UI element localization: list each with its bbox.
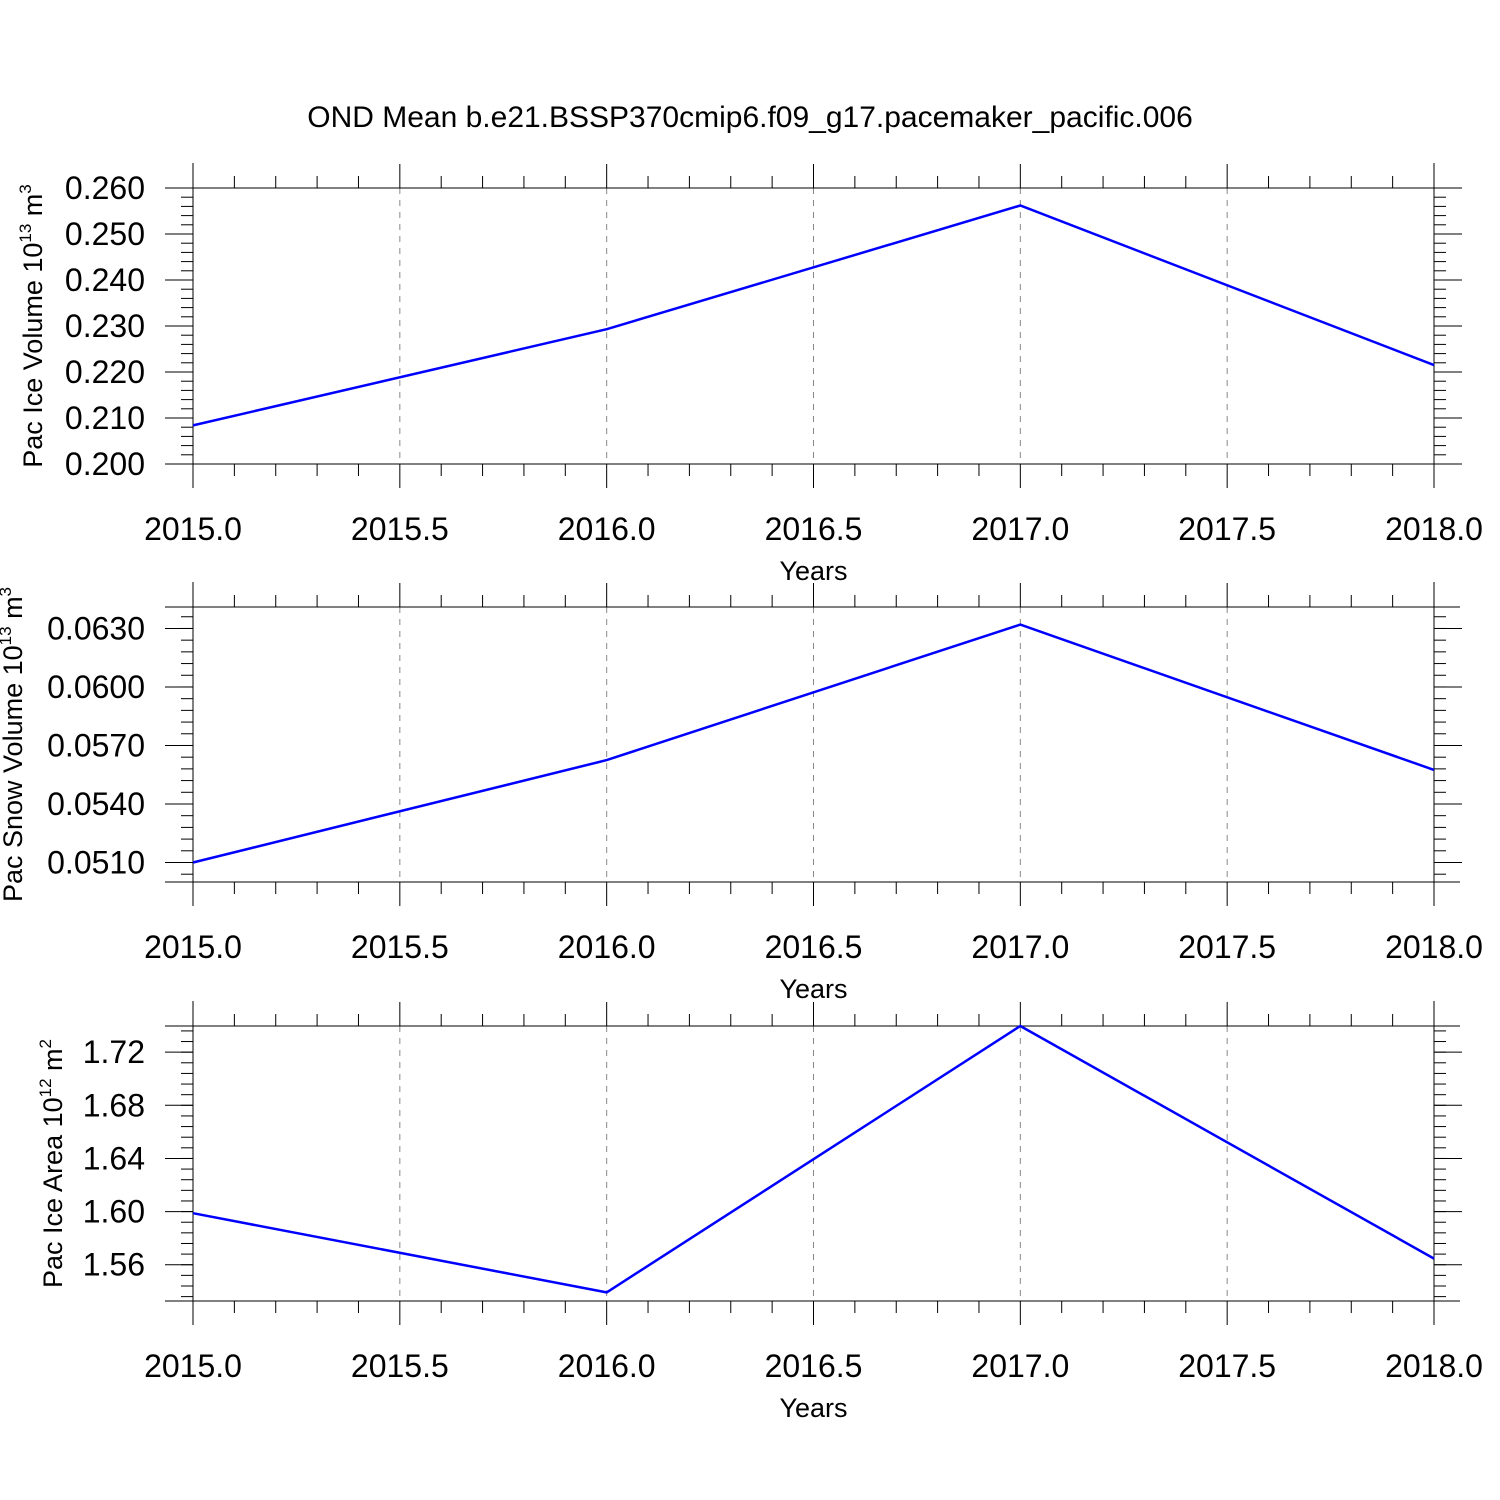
x-tick-label: 2015.5 [351,1348,449,1384]
x-tick-label: 2016.0 [558,929,656,965]
y-tick-label: 0.0570 [47,727,145,763]
y-axis-label-superscript: 13 [0,626,15,645]
y-tick-label: 1.60 [83,1194,145,1230]
y-axis-label-text: Pac Ice Volume 10 [18,243,48,468]
x-tick-label: 2016.5 [765,929,863,965]
y-tick-label: 0.260 [65,170,145,206]
y-tick-label: 0.200 [65,446,145,482]
x-axis-label: Years [779,556,847,586]
y-tick-label: 0.230 [65,308,145,344]
y-tick-label: 0.250 [65,216,145,252]
y-tick-label: 0.0540 [47,786,145,822]
chart-panel-1: 0.200 0.210 0.220 0.230 0.240 0.250 0.260 2015.… [16,163,1483,586]
x-tick-label: 2016.5 [765,1348,863,1384]
x-axis-label: Years [779,1393,847,1423]
x-tick-label: 2017.5 [1178,929,1276,965]
x-tick-label: 2017.0 [971,929,1069,965]
y-tick-label: 0.0510 [47,844,145,880]
x-tick-label: 2015.0 [144,511,242,547]
y-tick-label: 0.240 [65,262,145,298]
y-axis-label-superscript: 3 [0,587,15,596]
y-axis-label-text: Pac Ice Area 10 [38,1097,68,1288]
x-tick-label: 2016.0 [558,511,656,547]
y-axis-label: Pac Ice Volume 1013 m3 [16,184,48,468]
x-tick-label: 2017.0 [971,1348,1069,1384]
series-line [192,623,1435,864]
y-axis-label-superscript: 3 [16,184,35,193]
x-tick-label: 2017.0 [971,511,1069,547]
y-tick-label: 0.220 [65,354,145,390]
y-axis-label: Pac Snow Volume 1013 m3 [0,587,28,902]
y-axis-label-superscript: 2 [36,1039,55,1048]
x-tick-label: 2017.5 [1178,1348,1276,1384]
y-axis-label: Pac Ice Area 1012 m2 [36,1039,68,1288]
chart-panel-3: 1.56 1.60 1.64 1.68 1.72 2015.0 2015.5 2016.0 20… [36,1001,1483,1423]
x-tick-label: 2015.5 [351,511,449,547]
series-line [192,204,1435,427]
x-tick-label: 2016.0 [558,1348,656,1384]
y-tick-label: 0.0630 [47,610,145,646]
x-tick-label: 2015.5 [351,929,449,965]
x-tick-label: 2015.0 [144,929,242,965]
x-tick-label: 2017.5 [1178,511,1276,547]
chart-title: OND Mean b.e21.BSSP370cmip6.f09_g17.pace… [307,101,1193,134]
y-axis-label-text: Pac Snow Volume 10 [0,645,28,902]
y-axis-label-text: m [38,1048,68,1078]
y-axis-label-superscript: 13 [16,224,35,243]
y-tick-label: 1.72 [83,1034,145,1070]
y-tick-label: 1.56 [83,1247,145,1283]
series-line [192,1024,1435,1294]
y-tick-label: 0.210 [65,400,145,436]
y-axis-label-superscript: 12 [36,1078,55,1097]
x-tick-label: 2018.0 [1385,1348,1483,1384]
y-tick-label: 1.64 [83,1140,145,1176]
x-tick-label: 2018.0 [1385,511,1483,547]
x-tick-label: 2015.0 [144,1348,242,1384]
chart-panel-2: 0.0510 0.0540 0.0570 0.0600 0.0630 2015.0 2015… [0,582,1483,1004]
y-axis-label-text: m [0,596,28,626]
x-axis-label: Years [779,974,847,1004]
y-tick-label: 1.68 [83,1087,145,1123]
x-tick-label: 2018.0 [1385,929,1483,965]
y-tick-label: 0.0600 [47,669,145,705]
y-axis-label-text: m [18,194,48,224]
x-tick-label: 2016.5 [765,511,863,547]
